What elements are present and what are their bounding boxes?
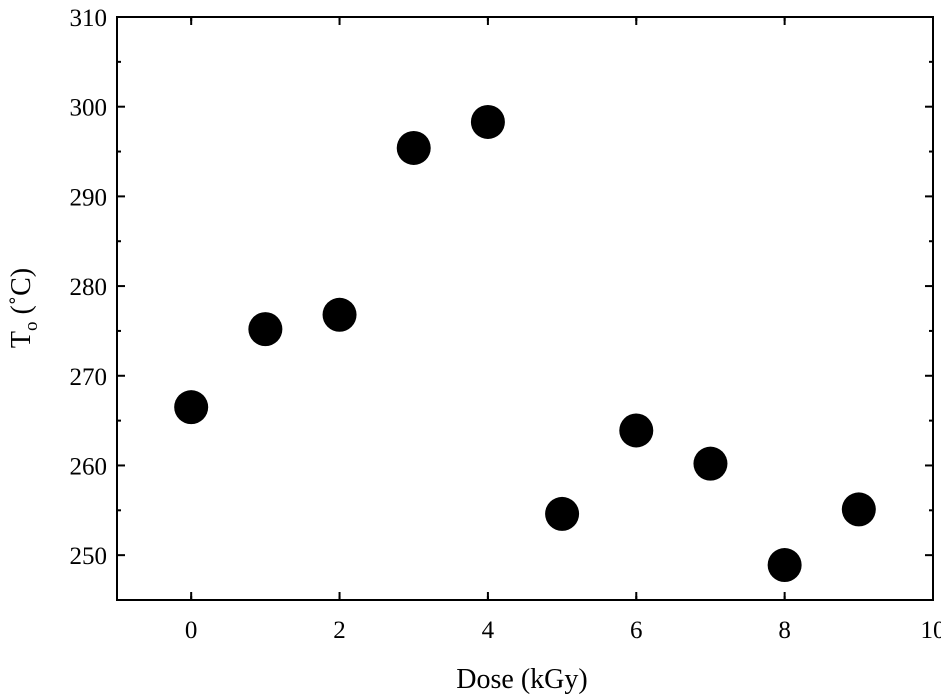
data-point [396,130,431,165]
data-point [767,548,802,583]
y-tick-label: 250 [70,543,108,570]
x-tick-label: 4 [482,617,495,644]
y-tick-label: 300 [70,95,108,122]
y-tick-label: 310 [70,5,108,32]
x-tick-label: 8 [778,617,791,644]
y-axis-title-subscript: o [21,322,42,332]
y-axis-title: To (˚C) [6,268,42,348]
data-point [545,496,580,531]
x-axis: 0 2 4 6 8 10 [185,17,941,644]
y-tick-label: 290 [70,184,108,211]
data-point [322,297,357,332]
x-axis-title: Dose (kGy) [456,664,587,695]
y-axis: 250 260 270 280 290 300 310 [70,5,933,601]
x-tick-label: 10 [921,617,941,644]
data-point [248,312,283,347]
y-tick-label: 270 [70,364,108,391]
x-tick-label: 0 [185,617,198,644]
y-axis-title-main: T [6,331,37,348]
y-tick-label: 260 [70,453,108,480]
data-point [693,446,728,481]
data-point [841,492,876,527]
data-points [174,104,876,583]
data-point [470,104,505,139]
x-tick-label: 6 [630,617,643,644]
data-point [619,413,654,448]
plot-frame [116,16,934,601]
data-point [174,390,209,425]
x-tick-label: 2 [333,617,346,644]
y-tick-label: 280 [70,274,108,301]
y-axis-title-unit: (˚C) [6,268,37,322]
